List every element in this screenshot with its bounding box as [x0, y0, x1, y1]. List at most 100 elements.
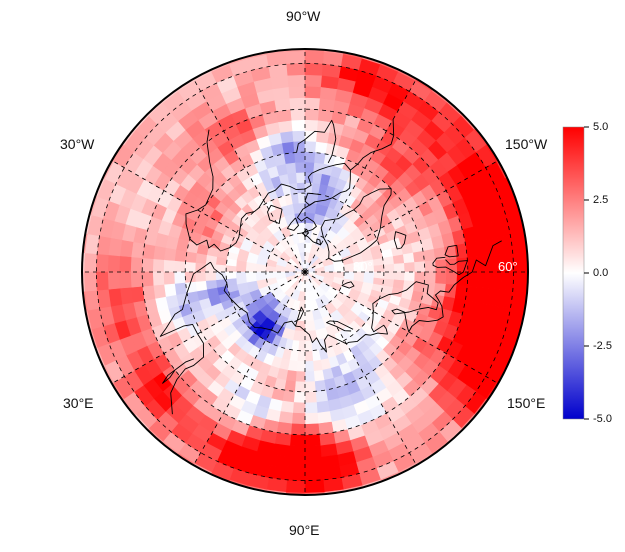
grid-cell: [304, 172, 314, 184]
grid-cell: [304, 86, 322, 100]
grid-cell: [286, 467, 306, 481]
grid-cell: [255, 271, 267, 281]
grid-cell: [318, 431, 336, 446]
meridian-line: [193, 78, 306, 273]
colorbar-gradient: [563, 127, 584, 419]
coastline: [341, 281, 355, 289]
grid-cell: [287, 456, 306, 470]
grid-cell: [304, 360, 314, 372]
meridian-line: [304, 271, 417, 466]
grid-cell: [294, 212, 306, 225]
grid-cell: [304, 433, 321, 447]
coastline: [286, 217, 299, 231]
meridian-line: [111, 271, 306, 384]
grid-cell: [292, 401, 306, 414]
grid-cell: [311, 349, 321, 361]
grid-cell: [403, 271, 415, 282]
coastlines: [159, 119, 502, 415]
grid-cell: [119, 255, 133, 273]
grid-cell: [304, 51, 325, 65]
grid-cell: [276, 421, 293, 435]
grid-cell: [130, 256, 144, 273]
grid-cell: [107, 271, 121, 290]
parallel-line: [265, 232, 345, 312]
grid-cell: [454, 284, 468, 301]
grid-cell: [500, 271, 514, 291]
lon-label-150w: 150°W: [505, 136, 548, 152]
grid-cell: [295, 370, 306, 382]
grid-cell: [412, 250, 425, 263]
grid-cell: [316, 131, 330, 144]
lon-label-30w: 30°W: [60, 136, 95, 152]
grid-cell: [304, 151, 316, 164]
grid-cell: [131, 241, 146, 259]
grid-cell: [141, 257, 155, 273]
coastline: [296, 119, 337, 164]
grid-cell: [153, 283, 167, 299]
grid-cell: [304, 467, 324, 481]
grid-cell: [383, 263, 395, 273]
grid-cell: [304, 370, 315, 382]
grid-cell: [317, 421, 334, 435]
grid-cell: [164, 247, 177, 261]
grid-cell: [288, 86, 306, 100]
colorbar-tick-label: 5.0: [593, 121, 609, 133]
grid-cell: [477, 271, 491, 289]
coastline: [393, 231, 407, 250]
grid-cell: [290, 193, 300, 205]
grid-cell: [153, 245, 167, 261]
grid-cell: [164, 283, 177, 297]
coastline: [162, 358, 195, 384]
lon-label-90w: 90°W: [286, 8, 321, 24]
grid-cell: [294, 271, 306, 275]
grid-cell: [107, 254, 121, 273]
grid-cell: [288, 444, 306, 458]
grid-cell: [245, 271, 258, 283]
grid-cell: [278, 410, 294, 424]
grid-cell: [225, 271, 237, 280]
grid-cell: [174, 271, 186, 284]
grid-cell: [413, 271, 426, 283]
grid-cell: [286, 63, 306, 77]
parallel-line: [184, 151, 426, 393]
grid-cell: [424, 271, 436, 284]
grid-cell: [402, 252, 415, 264]
grid-cell: [195, 271, 207, 282]
grid-cell: [304, 380, 316, 393]
grid-cell: [163, 259, 176, 273]
meridian-line: [193, 271, 306, 466]
grid-cell: [142, 243, 156, 260]
grid-cell: [372, 257, 384, 267]
grid-cell: [304, 444, 322, 458]
grid-cell: [312, 359, 323, 372]
grid-cell: [304, 130, 318, 143]
grid-cell: [297, 192, 306, 204]
grid-cell: [383, 271, 395, 281]
grid-cell: [291, 119, 306, 132]
grid-cell: [174, 260, 186, 273]
grid-cell: [315, 141, 328, 155]
grid-cell: [475, 286, 490, 305]
meridian-line: [304, 160, 499, 273]
lon-label-30e: 30°E: [63, 395, 94, 411]
graticule: [82, 49, 528, 495]
grid-cell: [282, 141, 295, 155]
grid-cell: [315, 389, 328, 403]
meridian-line: [304, 78, 417, 273]
coastline: [185, 129, 351, 252]
grid-cell: [304, 391, 317, 403]
grid-cell: [174, 249, 188, 262]
grid-cell: [184, 261, 197, 273]
lon-label-150e: 150°E: [507, 395, 546, 411]
lat-label-80: 80°: [353, 259, 373, 274]
grid-cell: [285, 162, 297, 175]
coastline: [267, 204, 283, 224]
grid-cell: [433, 247, 446, 261]
meridian-line: [111, 160, 306, 273]
grid-cell: [316, 120, 332, 134]
grid-cell: [316, 400, 330, 413]
grid-cell: [96, 253, 110, 273]
parallel-line: [225, 192, 385, 352]
coastline: [346, 240, 502, 345]
grid-cell: [278, 120, 294, 134]
